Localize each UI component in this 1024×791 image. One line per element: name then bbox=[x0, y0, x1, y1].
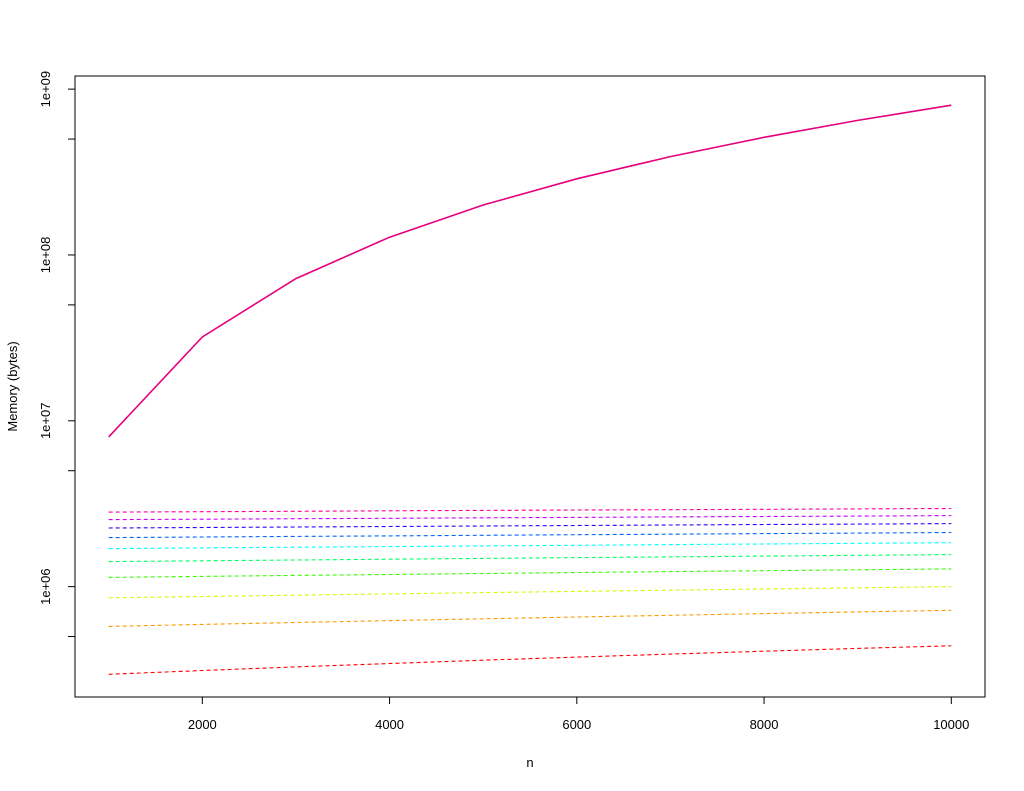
series-line-7 bbox=[108, 531, 952, 539]
y-tick-label: 1e+08 bbox=[38, 237, 53, 274]
series-line-9 bbox=[108, 515, 952, 521]
series-line-5 bbox=[108, 554, 952, 563]
y-axis: 1e+06 1e+07 1e+08 1e+09 bbox=[38, 71, 75, 638]
series-line-6 bbox=[108, 542, 952, 550]
series-line-0 bbox=[108, 104, 952, 438]
y-tick-label: 1e+07 bbox=[38, 403, 53, 440]
x-axis: 2000 4000 6000 8000 10000 bbox=[188, 697, 969, 732]
series-line-2 bbox=[108, 609, 952, 627]
series-line-1 bbox=[108, 645, 952, 675]
x-tick-label: 2000 bbox=[188, 717, 217, 732]
y-axis-title: Memory (bytes) bbox=[5, 341, 20, 431]
series-line-8 bbox=[108, 523, 952, 529]
y-tick-label: 1e+06 bbox=[38, 568, 53, 605]
x-tick-label: 4000 bbox=[375, 717, 404, 732]
plot-frame bbox=[74, 75, 986, 698]
series-layer bbox=[108, 104, 952, 675]
x-tick-label: 10000 bbox=[933, 717, 969, 732]
x-axis-title: n bbox=[526, 755, 533, 770]
series-line-4 bbox=[108, 568, 952, 578]
x-tick-label: 6000 bbox=[562, 717, 591, 732]
series-line-3 bbox=[108, 586, 952, 599]
x-tick-label: 8000 bbox=[750, 717, 779, 732]
series-line-10 bbox=[108, 507, 952, 513]
y-tick-label: 1e+09 bbox=[38, 71, 53, 108]
